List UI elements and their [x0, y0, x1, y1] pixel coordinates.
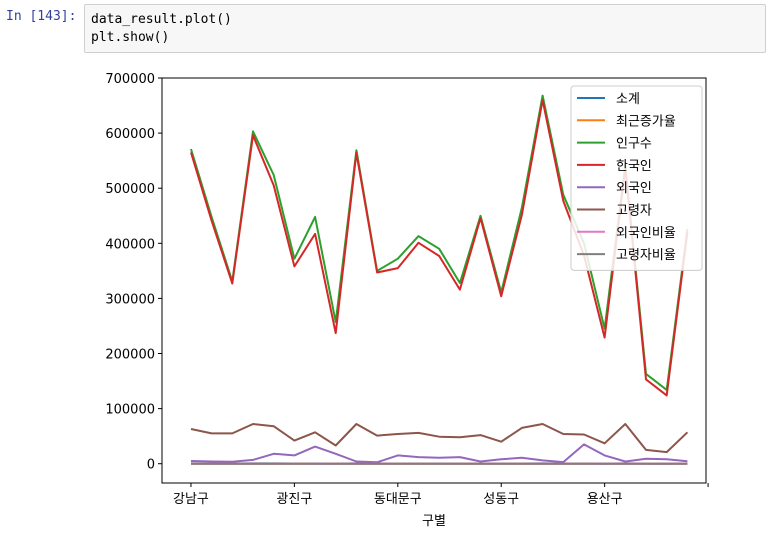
legend-label: 외국인 [616, 181, 652, 196]
x-tick-label: 용산구 [587, 492, 623, 507]
y-tick-label: 500000 [105, 182, 155, 197]
series-line [190, 443, 688, 464]
series-line [190, 423, 689, 454]
series-line [190, 94, 689, 391]
y-axis: 0 100000 200000 300000 400000 500000 600000 700… [105, 72, 162, 473]
series-lines [190, 94, 689, 465]
legend-label: 인구수 [616, 137, 652, 152]
legend-label: 최근증가율 [616, 114, 676, 129]
x-tick-label: 강남구 [173, 492, 209, 507]
x-tick-label: 광진구 [276, 492, 312, 507]
y-tick-label: 0 [147, 458, 155, 473]
legend-label: 고령자비율 [616, 248, 676, 263]
code-line: data_result.plot() [91, 12, 232, 27]
line-chart: 0 100000 200000 300000 400000 500000 600000 700… [105, 72, 709, 529]
legend-label: 한국인 [616, 159, 652, 174]
legend-label: 소계 [616, 92, 640, 107]
legend-label: 외국인비율 [616, 226, 676, 241]
code-cell-input[interactable]: data_result.plot() plt.show() [84, 4, 766, 53]
legend-label: 고령자 [616, 204, 652, 219]
y-tick-label: 700000 [105, 72, 155, 87]
x-axis-label: 구별 [422, 514, 446, 529]
legend-box [570, 85, 703, 271]
y-tick-label: 400000 [105, 237, 155, 252]
cell-prompt: In [143]: [6, 9, 77, 24]
x-axis: 강남구 광진구 동대문구 성동구 용산구 [173, 483, 709, 507]
plot-frame [161, 77, 707, 484]
y-tick-label: 600000 [105, 127, 155, 142]
x-tick-label: 성동구 [483, 492, 519, 507]
code-line: plt.show() [91, 30, 170, 45]
x-tick-label: 동대문구 [374, 492, 422, 507]
y-tick-label: 300000 [105, 292, 155, 307]
y-tick-label: 200000 [105, 348, 155, 363]
series-line [190, 99, 689, 397]
y-tick-label: 100000 [105, 403, 155, 418]
